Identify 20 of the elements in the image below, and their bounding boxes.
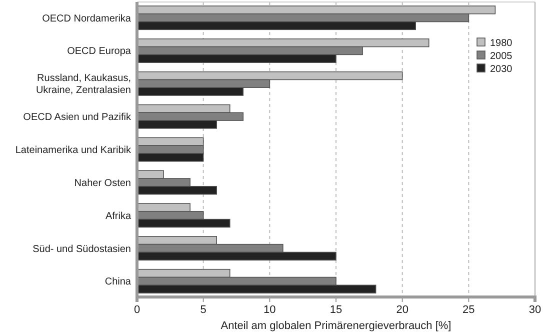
x-axis-title: Anteil am globalen Primärenergieverbrauch [%] [220,320,452,332]
y-tick-label: OECD Asien und Pazifik [23,112,132,124]
y-tick-label: OECD Europa [67,46,132,58]
x-tick-label: 0 [134,304,140,316]
y-tick-label: Naher Osten [74,178,131,189]
y-tick-label: Süd- und Südostasien [32,244,131,255]
x-tick-label: 10 [264,304,276,316]
y-tick-label: Afrika [105,210,132,222]
x-tick-label: 20 [396,304,408,316]
x-tick-label: 5 [200,304,206,316]
y-tick-label: Russland, Kaukasus, Ukraine, Zentralasien [36,73,131,96]
legend-label: 1980 [490,38,513,49]
y-tick-label: Lateinamerika und Karibik [15,145,132,156]
x-tick-label: 25 [462,304,475,316]
legend-label: 2030 [490,64,513,75]
x-tick-label: 30 [528,304,542,316]
y-tick-label: China [104,276,132,288]
x-tick-label: 15 [330,304,342,316]
legend-label: 2005 [490,51,513,62]
y-tick-label: OECD Nordamerika [42,13,132,24]
